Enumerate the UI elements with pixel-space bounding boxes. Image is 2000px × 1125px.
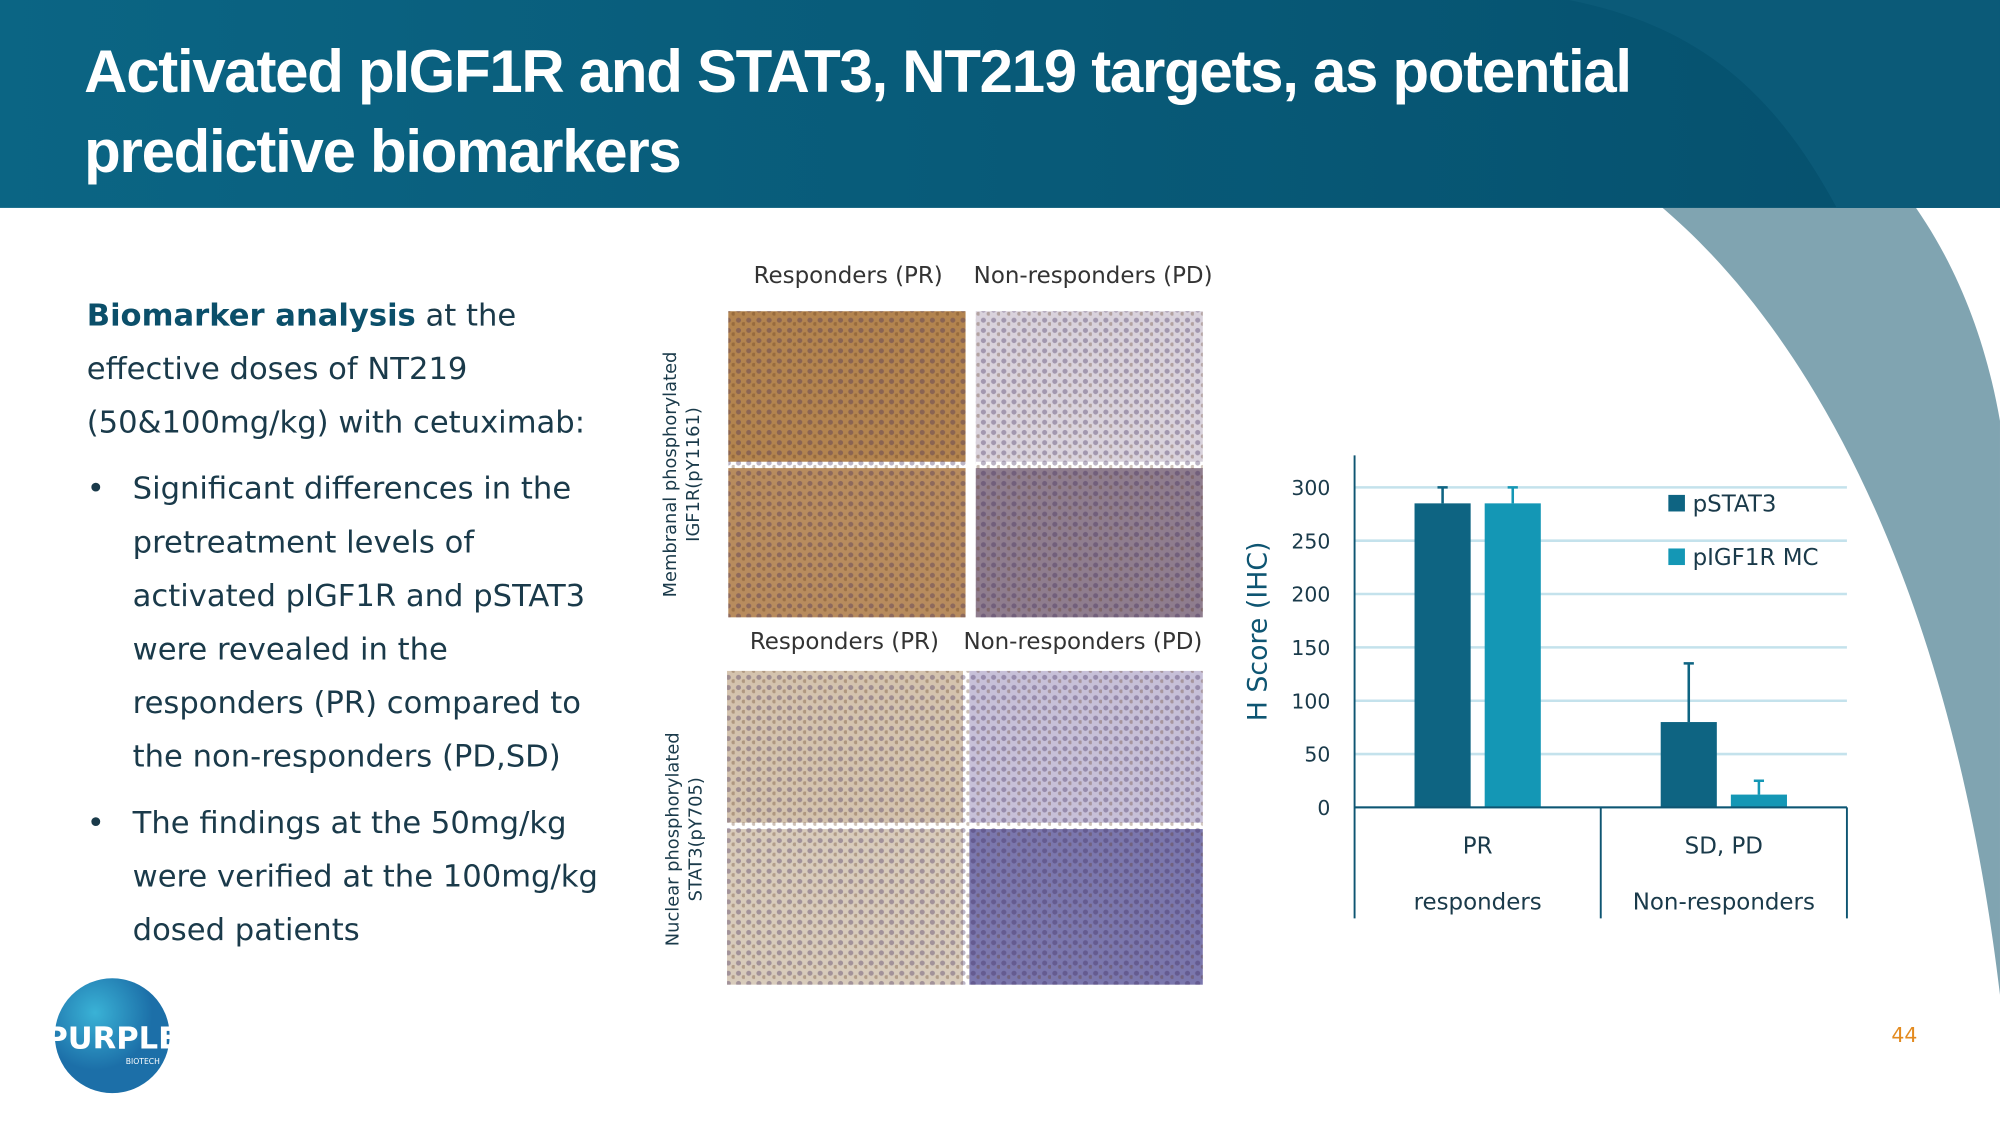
bar — [1730, 794, 1787, 808]
image-texture — [975, 311, 1203, 618]
intro-bold: Biomarker analysis — [86, 297, 416, 333]
chart: 0 50 100 150 200 250 300 H Score (IHC) PR respond… — [1243, 455, 1848, 919]
bar — [1484, 503, 1541, 808]
x-tick-label: SD, PD — [1685, 833, 1763, 859]
x-group-label: responders — [1414, 889, 1542, 915]
y-tick-label: 100 — [1291, 689, 1330, 713]
y-axis-title: H Score (IHC) — [1243, 542, 1274, 722]
header-band — [0, 0, 2000, 208]
logo-text: PURPLE — [45, 1021, 179, 1056]
y-tick-label: 250 — [1291, 529, 1330, 553]
histology-figure: Responders (PR) Non-responders (PD) Resp… — [660, 263, 1213, 985]
logo-mark — [54, 978, 170, 1094]
x-group-label: Non-responders — [1633, 889, 1815, 915]
bar — [1660, 722, 1717, 808]
row-label: Nuclear phosphorylated — [663, 732, 684, 946]
legend-swatch — [1668, 494, 1685, 512]
x-tick-label: PR — [1463, 833, 1493, 859]
decor-arc — [1568, 0, 2000, 995]
image-texture — [728, 311, 966, 618]
bullet: The findings at the 50mg/kg were verifie… — [87, 796, 610, 957]
row-label: Membranal phosphorylated — [660, 352, 681, 598]
intro-text: at the effective doses of NT219 (50&100m… — [86, 297, 586, 441]
legend-label: pIGF1R MC — [1693, 545, 1819, 571]
body-text: Biomarker analysis at the effective dose… — [87, 288, 610, 969]
row-label: IGF1R(pY1161) — [683, 407, 704, 542]
column-label: Responders (PR) — [754, 263, 943, 289]
error-bar — [1437, 486, 1448, 504]
y-tick-label: 300 — [1291, 476, 1330, 500]
bullet: Significant differences in the pretreatm… — [87, 462, 610, 783]
column-label: Responders (PR) — [750, 629, 939, 655]
row-label: STAT3(pY705) — [686, 777, 707, 901]
y-tick-label: 150 — [1291, 636, 1330, 660]
bullet-list: Significant differences in the pretreatm… — [87, 462, 610, 957]
error-bar — [1507, 486, 1518, 504]
slide-title: Activated pIGF1R and STAT3, NT219 target… — [84, 36, 1632, 185]
y-tick-label: 0 — [1317, 796, 1330, 820]
header-decor — [1568, 0, 2000, 208]
y-tick-label: 200 — [1291, 583, 1330, 607]
page-number: 44 — [1891, 1023, 1917, 1047]
bar — [1414, 503, 1471, 808]
error-bar — [1753, 779, 1765, 795]
column-label: Non-responders (PD) — [963, 629, 1202, 655]
legend-swatch — [1668, 548, 1685, 566]
intro: Biomarker analysis at the effective dose… — [87, 288, 610, 449]
image-texture — [727, 670, 1203, 985]
legend-label: pSTAT3 — [1693, 491, 1777, 517]
error-bar — [1683, 662, 1694, 723]
logo-subtext: BIOTECH — [126, 1057, 160, 1066]
y-tick-label: 50 — [1304, 743, 1330, 767]
column-label: Non-responders (PD) — [974, 263, 1213, 289]
